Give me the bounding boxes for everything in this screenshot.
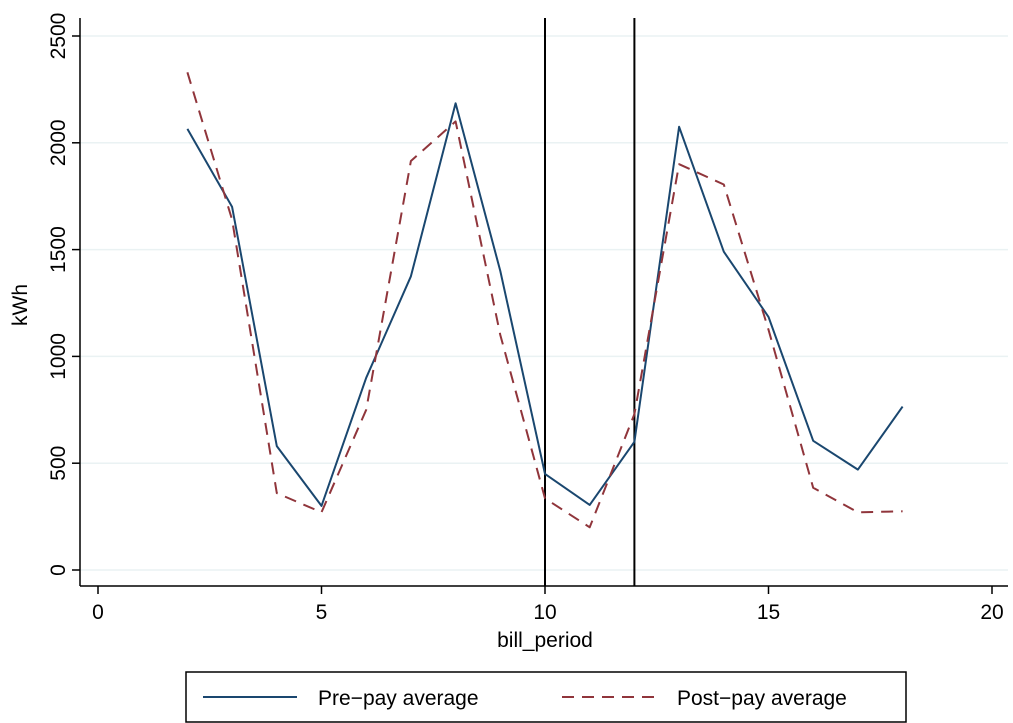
legend-label-pre-pay: Pre−pay average (318, 687, 479, 710)
y-axis-title: kWh (9, 284, 32, 326)
y-tick-label: 1500 (47, 226, 70, 273)
legend: Pre−pay average Post−pay average (185, 671, 907, 723)
x-tick-label: 10 (533, 601, 556, 624)
series-lines (186, 72, 904, 529)
tick-labels: 0 500 1000 1500 2000 2500 0 5 10 15 20 (47, 13, 1004, 624)
axes (72, 18, 1008, 594)
y-tick-label: 0 (47, 564, 70, 576)
x-tick-label: 15 (757, 601, 780, 624)
x-axis-title: bill_period (497, 629, 593, 652)
series-line-pre-pay (186, 102, 904, 507)
y-tick-label: 500 (47, 446, 70, 481)
x-tick-label: 20 (980, 601, 1003, 624)
legend-box (185, 671, 907, 723)
y-tick-label: 2500 (47, 13, 70, 60)
x-tick-label: 5 (316, 601, 328, 624)
reference-lines (544, 18, 636, 586)
series-line-post-pay (186, 72, 903, 529)
y-tick-label: 2000 (47, 119, 70, 166)
y-tick-label: 1000 (47, 333, 70, 380)
x-tick-label: 0 (92, 601, 104, 624)
legend-label-post-pay: Post−pay average (677, 687, 847, 710)
